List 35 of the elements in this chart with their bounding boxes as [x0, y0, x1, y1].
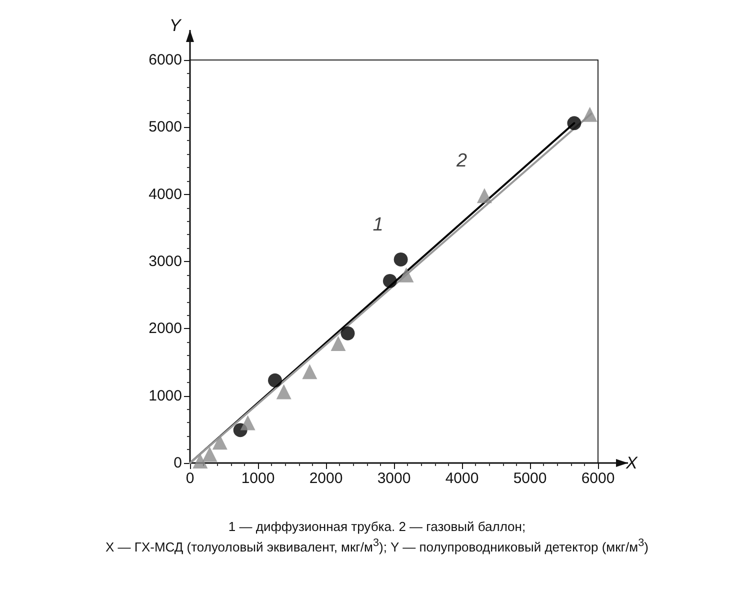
- y-tick-label: 4000: [148, 186, 182, 203]
- point: [202, 446, 218, 462]
- point: [302, 364, 318, 380]
- text: 1 — диффузионная трубка. 2 — газовый баллон;: [227, 518, 527, 535]
- point: [268, 373, 282, 388]
- point: [330, 336, 346, 351]
- y-tick-label: 3000: [148, 253, 182, 270]
- point: [192, 453, 208, 468]
- point: [276, 384, 292, 400]
- point: [582, 106, 598, 122]
- point: [394, 252, 408, 266]
- y-axis-title: Y: [169, 16, 182, 35]
- y-tick-label: 1000: [148, 387, 182, 404]
- y-tick-label: 5000: [148, 118, 182, 136]
- x-tick-label: 5000: [513, 470, 547, 487]
- y-tick-label: 2000: [148, 320, 182, 338]
- x-tick-label: 6000: [581, 470, 615, 487]
- x-tick-label: 2000: [309, 470, 343, 487]
- point: [240, 415, 256, 430]
- annotation: 2: [455, 150, 468, 172]
- x-tick-label: 0: [186, 470, 194, 487]
- x-axis-title: X: [625, 454, 638, 472]
- point: [340, 326, 355, 340]
- point: [212, 434, 228, 450]
- point: [476, 188, 492, 204]
- y-tick-label: 6000: [148, 52, 182, 68]
- text: X — ГХ-МСД (толуоловый эквивалент, мкг/м$^{3}$); Y — полупроводниковый детектор (мкг/м$^{3}$): [104, 536, 650, 556]
- x-tick-label: 1000: [241, 470, 275, 487]
- y-tick-label: 0: [174, 454, 182, 472]
- point: [398, 267, 414, 282]
- x-tick-label: 3000: [377, 470, 411, 487]
- point: [567, 116, 582, 130]
- x-tick-label: 4000: [445, 470, 479, 487]
- point: [382, 274, 397, 288]
- annotation: 1: [372, 214, 384, 236]
